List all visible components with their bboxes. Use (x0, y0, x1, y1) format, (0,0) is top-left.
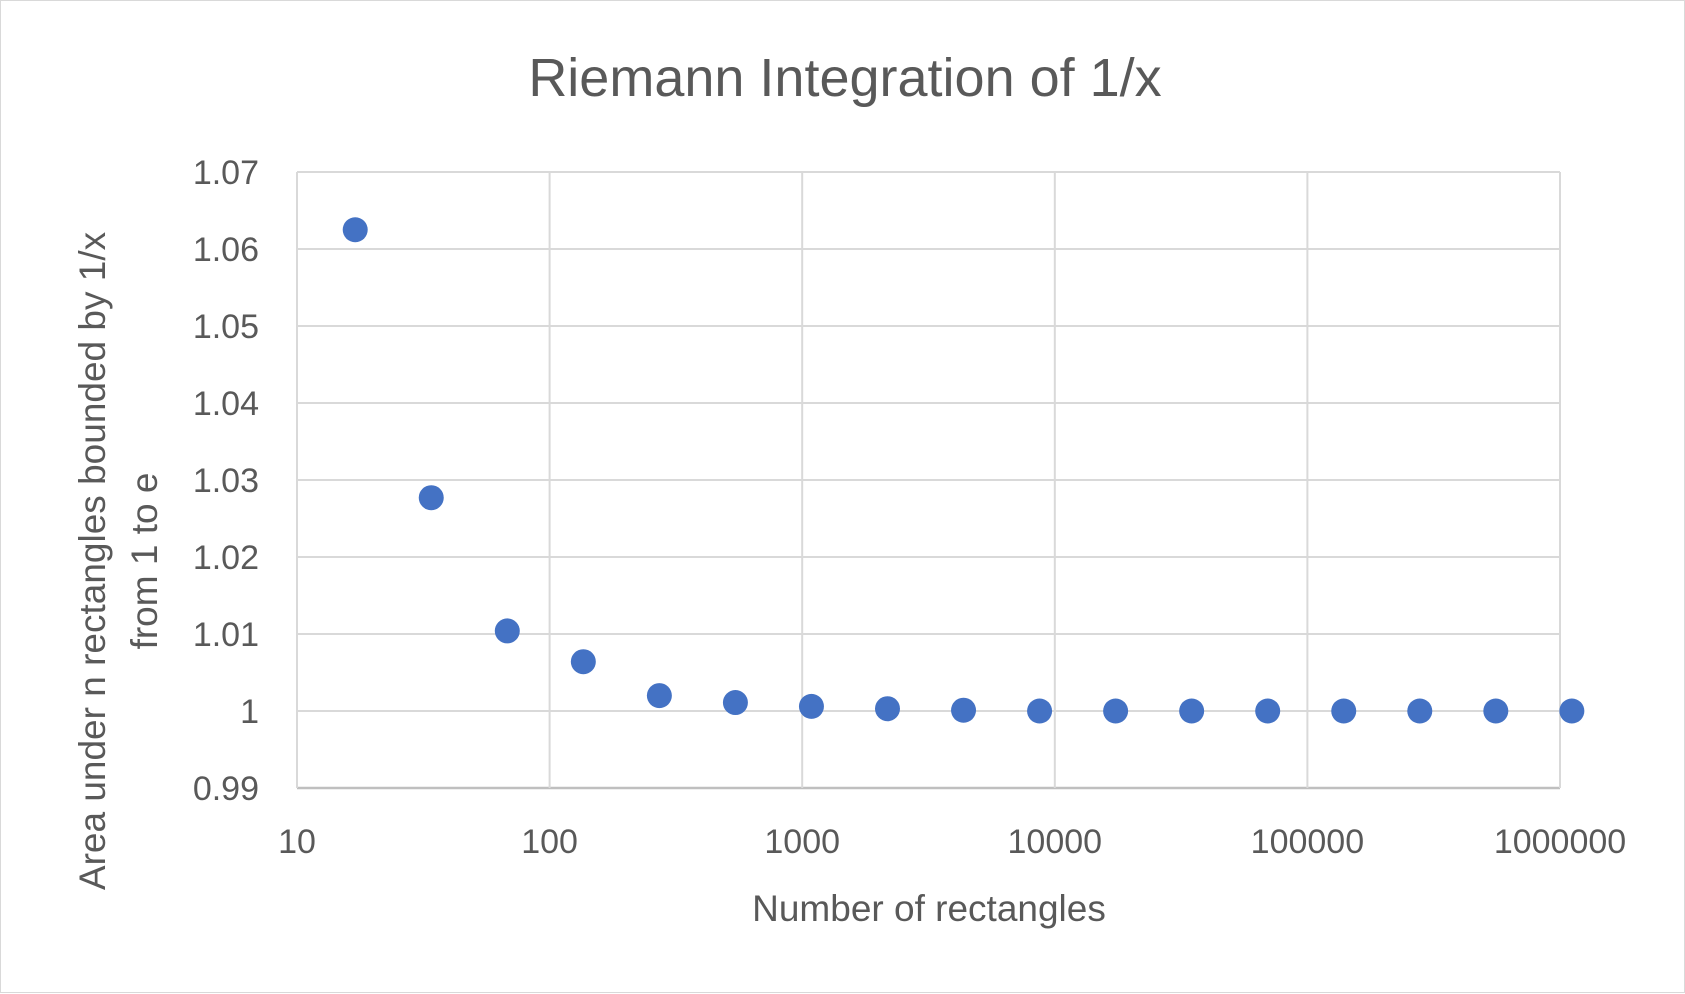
x-tick-label: 1000 (764, 823, 840, 861)
data-point (874, 696, 900, 722)
data-point (1331, 698, 1357, 724)
data-point (1255, 698, 1281, 724)
data-point (951, 697, 977, 723)
y-tick-label: 0.99 (193, 770, 259, 808)
x-tick-label: 1000000 (1494, 823, 1626, 861)
y-tick-label: 1.04 (193, 385, 259, 423)
y-tick-label: 1.03 (193, 462, 259, 500)
data-point (1103, 698, 1129, 724)
gridlines (296, 171, 1561, 790)
chart-title: Riemann Integration of 1/x (528, 48, 1161, 108)
data-point (722, 690, 748, 716)
x-tick-label: 10000 (1008, 823, 1103, 861)
x-tick-labels: 10 100 1000 10000 100000 1000000 (278, 823, 1626, 861)
data-points (342, 217, 1585, 724)
y-axis-title-line-1: Area under n rectangles bounded by 1/x (72, 231, 113, 890)
data-point (342, 217, 368, 243)
data-point (646, 683, 672, 709)
data-point (1027, 698, 1053, 724)
y-tick-labels: 0.99 1 1.01 1.02 1.03 1.04 1.05 1.06 1.07 (193, 154, 259, 808)
y-axis-title: Area under n rectangles bounded by 1/x f… (72, 231, 165, 890)
y-axis-title-line-2: from 1 to e (124, 473, 165, 650)
y-tick-label: 1.01 (193, 616, 259, 654)
x-tick-label: 100000 (1251, 823, 1364, 861)
data-point (1179, 698, 1205, 724)
data-point (1407, 698, 1433, 724)
x-tick-label: 100 (521, 823, 578, 861)
y-tick-label: 1.06 (193, 231, 259, 269)
x-axis-title: Number of rectangles (752, 888, 1106, 929)
y-tick-label: 1.07 (193, 154, 259, 192)
data-point (418, 485, 444, 511)
data-point (1483, 698, 1509, 724)
y-tick-label: 1.02 (193, 539, 259, 577)
y-tick-label: 1.05 (193, 308, 259, 346)
data-point (570, 649, 596, 675)
data-point (494, 618, 520, 644)
data-point (1559, 698, 1585, 724)
data-point (798, 693, 824, 719)
x-tick-label: 10 (278, 823, 316, 861)
y-tick-label: 1 (240, 693, 259, 731)
